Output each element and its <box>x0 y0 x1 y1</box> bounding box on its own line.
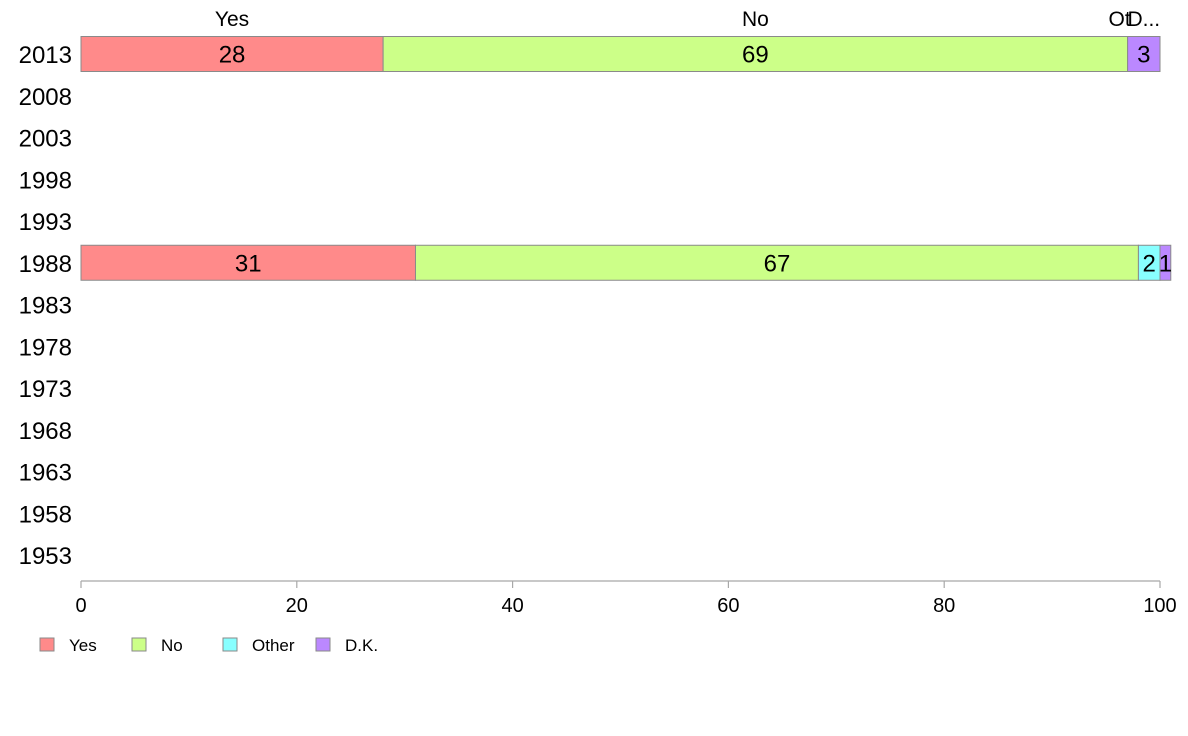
y-tick-label: 1953 <box>19 543 72 570</box>
legend-swatch <box>39 637 55 652</box>
y-tick-label: 1993 <box>19 209 72 236</box>
top-series-label: No <box>742 8 769 31</box>
bar-segment <box>80 36 384 72</box>
bar-segment <box>382 36 1129 72</box>
top-series-labels: Yes No OtD... <box>215 8 1160 31</box>
legend: Yes No Other D.K. <box>39 636 378 655</box>
bar-value-label: 69 <box>742 42 769 69</box>
y-tick-label: 1973 <box>19 376 72 403</box>
top-series-label: Ot <box>1109 8 1131 31</box>
bar-value-label: 67 <box>764 250 791 277</box>
bars-group: 28 69 3 31 67 2 1 <box>80 36 1172 281</box>
legend-label: No <box>161 636 183 655</box>
bar-segment <box>414 244 1139 281</box>
top-series-label: D... <box>1127 8 1160 31</box>
y-tick-label: 1968 <box>19 418 72 445</box>
legend-label: D.K. <box>345 636 378 655</box>
bar-value-label: 1 <box>1159 250 1172 277</box>
x-tick-label: 20 <box>286 595 308 617</box>
bar-value-label: 31 <box>235 250 262 277</box>
y-tick-label: 1978 <box>19 334 72 361</box>
x-tick-label: 80 <box>933 595 955 617</box>
y-tick-label: 2008 <box>19 84 72 111</box>
x-tick-label: 60 <box>717 595 739 617</box>
bar-segment <box>1159 244 1172 281</box>
bar-value-label: 28 <box>219 42 246 69</box>
bar-segment <box>80 244 416 281</box>
y-tick-label: 1958 <box>19 501 72 528</box>
y-tick-label: 1998 <box>19 167 72 194</box>
y-axis-labels: 2013 2008 2003 1998 1993 1988 1983 1978 1973 1968… <box>19 42 72 570</box>
x-axis: 0 20 40 60 80 100 <box>75 580 1177 617</box>
y-tick-label: 1988 <box>19 251 72 278</box>
x-tick-label: 40 <box>501 595 523 617</box>
legend-label: Yes <box>69 636 97 655</box>
y-tick-label: 2003 <box>19 126 72 153</box>
y-tick-label: 1963 <box>19 460 72 487</box>
legend-label: Other <box>252 636 295 655</box>
top-series-label: Yes <box>215 8 249 31</box>
bar-value-label: 3 <box>1137 42 1150 69</box>
x-tick-label: 0 <box>75 595 86 617</box>
y-tick-label: 1983 <box>19 293 72 320</box>
bar-segment <box>1127 36 1161 72</box>
y-tick-label: 2013 <box>19 42 72 69</box>
legend-swatch <box>131 637 147 652</box>
bar-value-label: 2 <box>1143 250 1156 277</box>
legend-swatch <box>222 637 238 652</box>
x-tick-label: 100 <box>1143 595 1176 617</box>
legend-swatch <box>315 637 331 652</box>
